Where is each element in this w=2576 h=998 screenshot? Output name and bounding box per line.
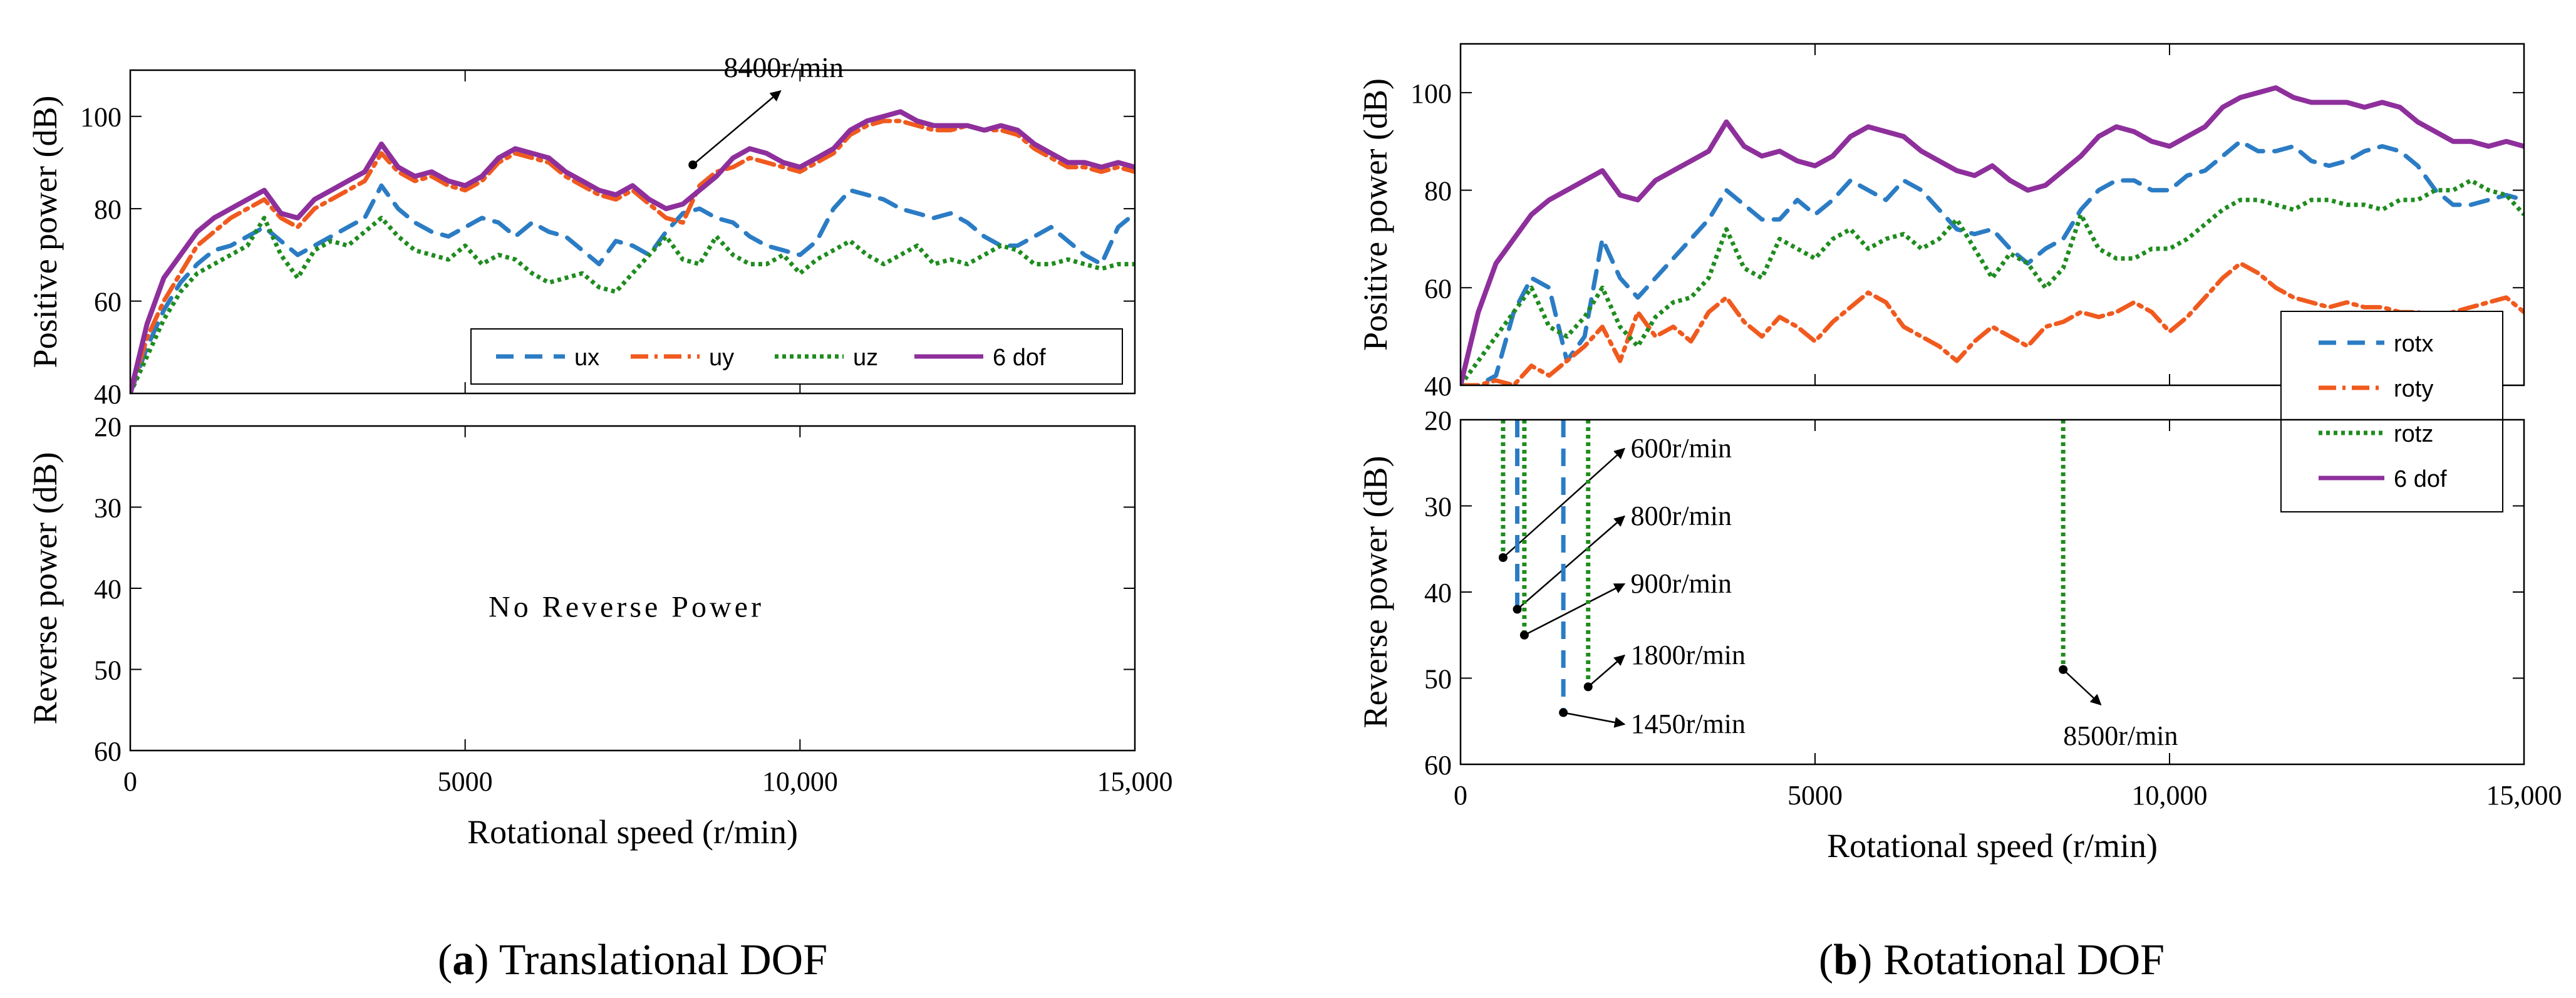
x-axis-label: Rotational speed (r/min): [467, 813, 798, 851]
legend-box: [470, 328, 1123, 385]
y-tick-label: 50: [1424, 664, 1452, 695]
reverse-ylabel: Reverse power (dB): [26, 452, 64, 725]
y-tick-label: 30: [94, 493, 122, 524]
legend-label-6-dof: 6 dof: [2394, 466, 2447, 492]
caption-paren: (: [438, 936, 452, 984]
series-line-roty: [1461, 261, 2524, 385]
dip-label: 8500r/min: [2063, 720, 2178, 751]
dip-arrow: [1516, 515, 1626, 610]
dip-arrow: [1587, 654, 1626, 688]
series-line-uy: [130, 118, 1135, 393]
reverse-panel: 20 30 40 50 600 5000 10,000 15,000 No Reverse Po…: [26, 412, 1173, 797]
y-tick-label: 40: [94, 574, 122, 605]
x-tick-label: 0: [123, 766, 137, 797]
reverse-axes-frame: [1459, 418, 2525, 766]
dip-arrow: [1503, 447, 1625, 558]
y-tick-label: 20: [94, 412, 122, 442]
y-tick-label: 60: [94, 287, 122, 318]
caption-paren: (: [1819, 936, 1833, 984]
annotation-label: 8400r/min: [723, 51, 844, 83]
y-tick-label: 40: [1424, 371, 1452, 402]
dip-arrow: [1563, 712, 1626, 728]
caption-letter: a: [452, 936, 474, 984]
x-tick-label: 10,000: [2132, 780, 2208, 811]
series-line-6-dof: [130, 109, 1135, 393]
legend-label-roty: roty: [2394, 376, 2433, 402]
series-line-rotz: [1461, 178, 2524, 385]
x-tick-label: 0: [1454, 780, 1467, 811]
reverse-ylabel: Reverse power (dB): [1357, 456, 1394, 729]
dip-arrow: [1524, 583, 1626, 636]
reverse-axes-frame: [129, 425, 1136, 752]
series-line-rotx: [1461, 139, 2524, 385]
caption-letter: b: [1833, 936, 1858, 984]
caption-title: ) Rotational DOF: [1858, 936, 2165, 984]
series-group: [1461, 85, 2524, 385]
caption: (b) Rotational DOF: [1819, 936, 2165, 984]
caption-title: ) Translational DOF: [474, 936, 827, 984]
dip-label: 800r/min: [1631, 501, 1732, 531]
no-reverse-text: No Reverse Power: [489, 590, 764, 623]
caption: (a) Translational DOF: [438, 936, 827, 984]
y-tick-label: 80: [1424, 176, 1452, 207]
positive-panel: 40 60 80 100 Positive power (dB) rotx roty rotz…: [1357, 43, 2525, 512]
annotation-dot: [688, 160, 698, 170]
dip-label: 900r/min: [1631, 568, 1732, 599]
y-tick-label: 20: [1424, 405, 1452, 436]
legend: rotx roty rotz 6 dof: [2280, 311, 2503, 512]
y-tick-label: 40: [1424, 578, 1452, 608]
x-tick-label: 10,000: [762, 766, 838, 797]
y-tick-label: 80: [94, 194, 122, 225]
legend: ux uy uz 6 dof: [470, 328, 1123, 385]
dip-arrow: [2062, 668, 2102, 705]
y-tick-label: 30: [1424, 492, 1452, 522]
x-tick-label: 5000: [438, 766, 493, 797]
series-line-ux: [130, 183, 1135, 393]
x-axis-label: Rotational speed (r/min): [1827, 827, 2158, 865]
series-group: [130, 109, 1135, 393]
x-tick-label: 5000: [1787, 780, 1843, 811]
y-tick-label: 40: [94, 379, 122, 410]
chart-b: 40 60 80 100 Positive power (dB) rotx roty rotz…: [1357, 43, 2562, 984]
annotation-arrow: [692, 90, 782, 166]
y-tick-label: 100: [1410, 78, 1452, 109]
positive-axes-frame: [129, 69, 1136, 395]
y-tick-label: 100: [80, 102, 122, 133]
dip-label: 600r/min: [1631, 433, 1732, 464]
y-tick-label: 60: [1424, 750, 1452, 781]
x-tick-label: 15,000: [2486, 780, 2562, 811]
y-tick-label: 50: [94, 655, 122, 686]
positive-ylabel: Positive power (dB): [1357, 78, 1394, 351]
dip-label: 1450r/min: [1631, 709, 1746, 739]
legend-label-rotz: rotz: [2394, 421, 2433, 447]
x-tick-label: 15,000: [1097, 766, 1173, 797]
legend-label-ux: ux: [574, 345, 599, 371]
dip-label: 1800r/min: [1631, 640, 1746, 670]
positive-axes-frame: [1459, 43, 2525, 387]
y-tick-label: 60: [1424, 273, 1452, 304]
legend-label-rotx: rotx: [2394, 331, 2433, 357]
positive-ylabel: Positive power (dB): [26, 96, 64, 368]
y-tick-label: 60: [94, 736, 122, 767]
legend-label-uz: uz: [853, 345, 878, 371]
reverse-panel: 20 30 40 50 600 5000 10,000 15,000 600r/min 800r/…: [1357, 405, 2562, 811]
legend-label-uy: uy: [709, 345, 734, 371]
series-line-uz: [130, 216, 1135, 393]
legend-label-6-dof: 6 dof: [993, 345, 1046, 371]
series-line-6-dof: [1461, 85, 2524, 385]
legend-box: [2280, 311, 2503, 512]
